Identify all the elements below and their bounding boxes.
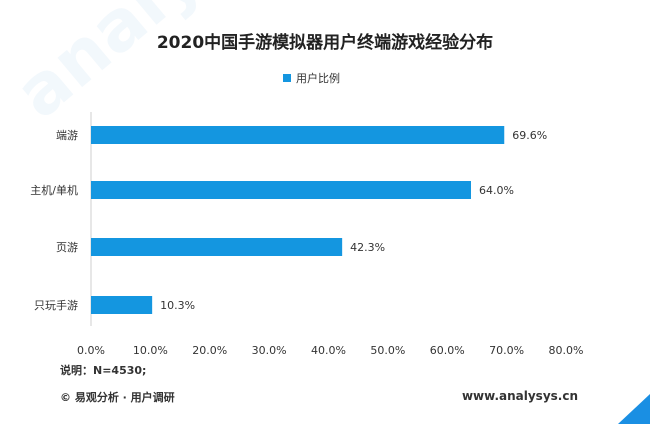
chart-title: 2020中国手游模拟器用户终端游戏经验分布 [156, 33, 494, 53]
x-tick-label: 40.0% [311, 344, 346, 357]
x-tick-label: 0.0% [77, 344, 105, 357]
source-credit: © 易观分析 · 用户调研 [60, 391, 175, 404]
x-tick-label: 30.0% [252, 344, 287, 357]
legend-label: 用户比例 [296, 72, 340, 85]
website-link[interactable]: www.analysys.cn [461, 389, 578, 403]
x-tick-label: 80.0% [549, 344, 584, 357]
x-tick-label: 10.0% [133, 344, 168, 357]
x-tick-label: 60.0% [430, 344, 465, 357]
category-label: 端游 [56, 129, 78, 142]
legend-swatch [283, 74, 291, 82]
data-label: 69.6% [512, 129, 547, 142]
x-tick-label: 50.0% [370, 344, 405, 357]
bar [91, 181, 471, 199]
legend: 用户比例 [283, 71, 340, 85]
bar [91, 238, 343, 256]
category-label: 只玩手游 [34, 298, 78, 312]
bar [91, 296, 153, 314]
data-label: 10.3% [160, 299, 195, 312]
data-label: 42.3% [350, 241, 385, 254]
x-tick-label: 20.0% [192, 344, 227, 357]
bar [91, 126, 505, 144]
category-label: 页游 [56, 241, 78, 254]
data-label: 64.0% [479, 184, 514, 197]
corner-triangle-icon [618, 394, 650, 424]
category-label: 主机/单机 [30, 183, 78, 197]
sample-note: 说明：N=4530; [60, 364, 147, 377]
x-tick-label: 70.0% [489, 344, 524, 357]
